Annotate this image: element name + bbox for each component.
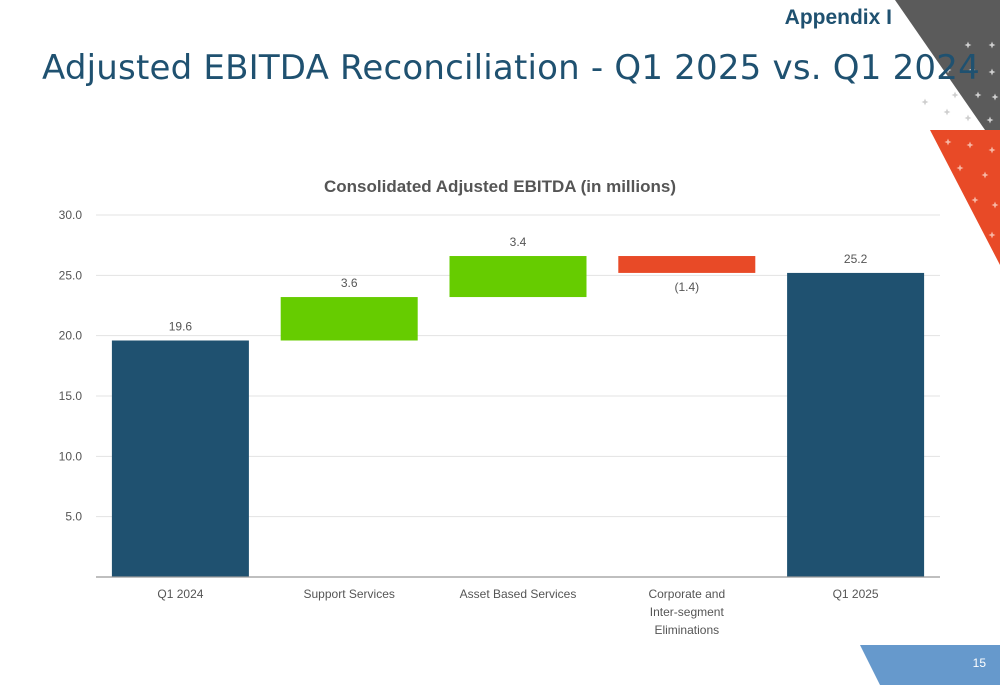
y-tick-label: 30.0: [59, 208, 83, 222]
sparkle-icon: [988, 231, 996, 239]
data-label: 19.6: [169, 319, 193, 333]
sparkle-icon: [964, 41, 972, 49]
sparkle-icon: [944, 66, 952, 74]
x-tick-label: Corporate and: [648, 587, 725, 601]
x-tick-label: Support Services: [304, 587, 395, 601]
x-tick-label: Q1 2025: [833, 587, 879, 601]
bar-increase: [280, 297, 418, 341]
chart-title: Consolidated Adjusted EBITDA (in million…: [324, 177, 676, 196]
sparkle-icon: [991, 201, 999, 209]
sparkle-icon: [981, 171, 989, 179]
sparkle-icon: [956, 164, 964, 172]
sparkle-icon: [986, 116, 994, 124]
x-tick-label: Inter-segment: [650, 605, 725, 619]
y-tick-label: 15.0: [59, 389, 83, 403]
sparkle-icon: [988, 41, 996, 49]
x-tick-label: Asset Based Services: [460, 587, 577, 601]
section-label: Appendix I: [784, 6, 892, 29]
sparkle-icon: [943, 108, 951, 116]
y-tick-label: 20.0: [59, 329, 83, 343]
corner-gray-triangle: [895, 0, 1000, 130]
bar-total: [111, 340, 249, 577]
data-label: 3.6: [341, 276, 358, 290]
sparkle-icon: [944, 138, 952, 146]
sparkle-icon: [964, 114, 972, 122]
sparkle-icon: [971, 196, 979, 204]
page-number: 15: [972, 656, 986, 670]
sparkle-icon: [921, 98, 929, 106]
data-label: 3.4: [510, 235, 527, 249]
data-label: 25.2: [844, 252, 868, 266]
bar-increase: [449, 256, 587, 298]
y-tick-label: 25.0: [59, 268, 83, 282]
sparkle-icon: [951, 91, 959, 99]
bar-total: [787, 272, 925, 577]
sparkle-decoration: [921, 41, 999, 239]
y-tick-label: 5.0: [65, 510, 82, 524]
y-tick-label: 10.0: [59, 449, 83, 463]
corner-red-triangle: [930, 130, 1000, 265]
data-label: (1.4): [674, 280, 699, 294]
x-tick-label: Eliminations: [654, 623, 719, 637]
sparkle-icon: [968, 66, 976, 74]
sparkle-icon: [974, 91, 982, 99]
page-title: Adjusted EBITDA Reconciliation - Q1 2025…: [42, 48, 980, 88]
bar-decrease: [618, 256, 756, 273]
sparkle-icon: [988, 146, 996, 154]
sparkle-icon: [988, 68, 996, 76]
footer-blue-band: [860, 645, 1000, 685]
x-tick-label: Q1 2024: [157, 587, 203, 601]
sparkle-icon: [991, 93, 999, 101]
sparkle-icon: [966, 141, 974, 149]
